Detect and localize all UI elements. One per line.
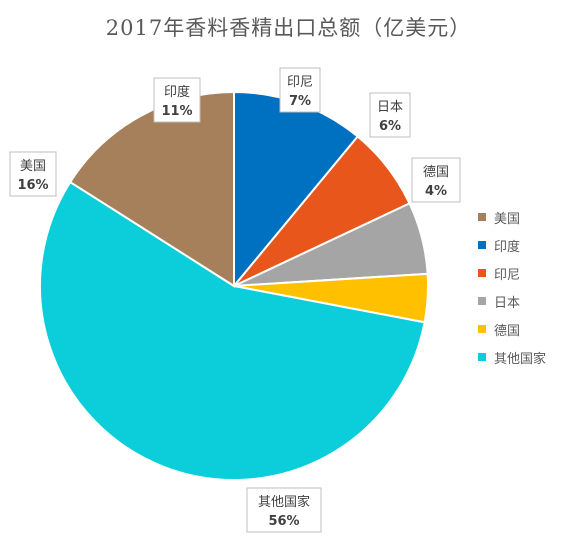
legend-swatch [478, 213, 486, 221]
legend-swatch [478, 241, 486, 249]
legend-swatch [478, 325, 486, 333]
slice-other [39, 180, 426, 481]
legend: 美国印度印尼日本德国其他国家 [478, 203, 546, 371]
data-label-category: 印尼 [287, 75, 313, 90]
legend-label: 美国 [494, 211, 521, 227]
legend-label: 印尼 [494, 267, 521, 283]
chart-title: 2017年香料香精出口总额（亿美元） [105, 16, 472, 40]
data-label: 美国 16% [9, 151, 57, 197]
data-label-box [279, 67, 321, 113]
legend-swatch [478, 353, 486, 361]
data-label-value: 11% [161, 104, 192, 119]
legend-label: 日本 [494, 295, 521, 311]
data-label: 其他国家 56% [246, 487, 322, 533]
data-label: 德国 4% [411, 157, 461, 203]
data-label-category: 德国 [423, 165, 449, 180]
data-label-box [246, 487, 322, 533]
data-label-category: 美国 [20, 159, 46, 174]
legend-item: 德国 [478, 315, 546, 343]
data-label-category: 其他国家 [258, 494, 310, 510]
data-label: 印度 11% [153, 77, 201, 123]
legend-item: 美国 [478, 203, 546, 231]
legend-label: 印度 [494, 239, 521, 255]
legend-label: 德国 [494, 323, 521, 339]
data-label-value: 56% [268, 514, 299, 529]
data-label-value: 16% [17, 178, 48, 193]
legend-item: 印尼 [478, 259, 546, 287]
data-label-value: 4% [425, 184, 447, 199]
data-label: 日本 6% [369, 92, 411, 138]
legend-item: 印度 [478, 231, 546, 259]
legend-item: 其他国家 [478, 343, 546, 371]
data-label: 印尼 7% [279, 67, 321, 113]
data-label-box [369, 92, 411, 138]
legend-swatch [478, 269, 486, 277]
data-label-value: 7% [289, 94, 311, 109]
data-label-box [411, 157, 461, 203]
legend-item: 日本 [478, 287, 546, 315]
data-label-value: 6% [379, 119, 401, 134]
slice-usa [68, 90, 235, 288]
legend-swatch [478, 297, 486, 305]
data-label-box [9, 151, 57, 197]
data-label-category: 日本 [377, 100, 403, 115]
legend-label: 其他国家 [494, 351, 547, 367]
data-label-category: 印度 [164, 84, 190, 100]
data-label-box [153, 77, 201, 123]
